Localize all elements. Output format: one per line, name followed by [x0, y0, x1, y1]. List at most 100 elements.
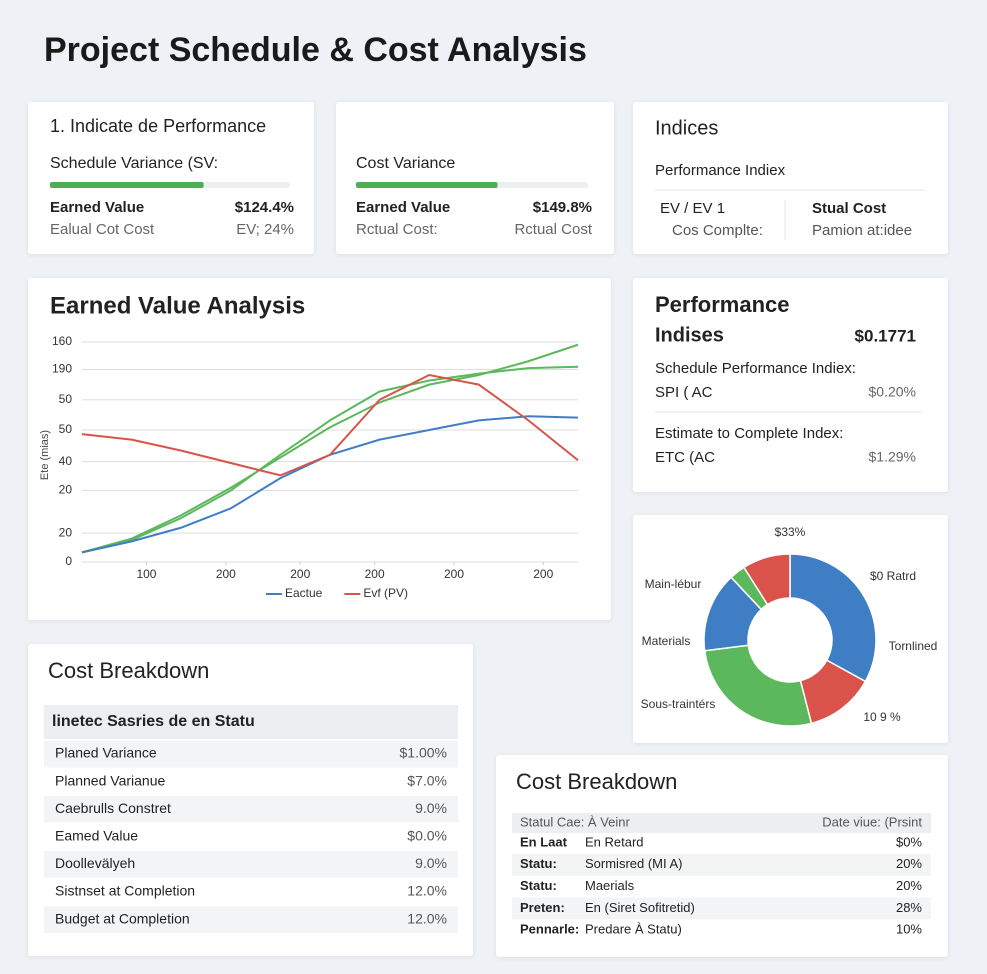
cell: Statu: — [520, 856, 557, 871]
card — [28, 102, 314, 254]
pie-slice — [742, 553, 791, 606]
x-tick-label: 200 — [365, 567, 385, 581]
row-value: $149.8% — [533, 199, 592, 216]
slice-label: Tornlined — [889, 639, 938, 653]
series-line — [81, 373, 579, 477]
index-label: Pamion at:idee — [812, 222, 912, 239]
card-title: Performance — [655, 292, 790, 317]
cell: Maerials — [585, 878, 635, 893]
row-bg — [44, 906, 458, 934]
cell: Sistnset at Completion — [55, 883, 195, 899]
row-value: EV; 24% — [236, 221, 294, 238]
cell: 10% — [896, 922, 922, 937]
performance-value: $0.1771 — [855, 326, 916, 345]
cell: En Retard — [585, 834, 644, 849]
cell: 12.0% — [407, 910, 447, 926]
row-bg — [512, 897, 931, 920]
row-bg — [44, 740, 458, 768]
row-label: Earned Value — [50, 199, 144, 216]
y-tick-label: 160 — [52, 334, 72, 348]
card — [633, 515, 948, 743]
annotation: 10 9 % — [863, 710, 901, 724]
x-tick-label: 200 — [290, 567, 310, 581]
page-title: Project Schedule & Cost Analysis — [44, 31, 587, 69]
metric-label: Schedule Variance (SV: — [50, 155, 218, 172]
slice-label: $0 Ratrd — [870, 569, 916, 583]
cell: Pennarle: — [520, 922, 579, 937]
cell: Sormisred (MI A) — [585, 856, 683, 871]
cell: 20% — [896, 878, 922, 893]
item-label: Estimate to Complete Index: — [655, 425, 843, 442]
cell: Eamed Value — [55, 828, 138, 844]
card — [28, 278, 611, 620]
y-tick-label: 50 — [59, 422, 73, 436]
cell: 12.0% — [407, 883, 447, 899]
slice-label: Materials — [642, 634, 691, 648]
value-label: $33% — [775, 525, 806, 539]
table-header-bg — [512, 813, 931, 833]
progress-bar — [356, 182, 498, 188]
card — [633, 102, 948, 254]
cell: Planed Variance — [55, 745, 157, 761]
cell: Statu: — [520, 878, 557, 893]
legend-label: Evf (PV) — [363, 586, 408, 600]
cell: En Laat — [520, 834, 568, 849]
item-key: ETC (AC — [655, 449, 715, 466]
y-tick-label: 40 — [59, 454, 73, 468]
cell: 9.0% — [415, 800, 447, 816]
card — [336, 102, 614, 254]
item-label: Schedule Performance Indiex: — [655, 360, 856, 377]
y-axis-label: Ete (mias) — [39, 430, 51, 480]
series-line — [81, 343, 579, 554]
card-title: Cost Breakdown — [516, 769, 677, 794]
row-label: Earned Value — [356, 199, 450, 216]
item-value: $0.20% — [869, 384, 916, 400]
card-title: Indices — [655, 117, 718, 139]
y-tick-label: 0 — [65, 554, 72, 568]
index-label: EV / EV 1 — [660, 200, 725, 217]
x-tick-label: 200 — [444, 567, 464, 581]
cell: Doollevälyeh — [55, 855, 135, 871]
cell: $1.00% — [400, 745, 447, 761]
row-label: Rctual Cost: — [356, 221, 438, 238]
table-header: Statul Cae: À Veinr — [520, 814, 631, 829]
pie-slice — [789, 553, 877, 683]
legend-label: Eactue — [285, 586, 323, 600]
cell: $0.0% — [407, 828, 447, 844]
y-tick-label: 190 — [52, 362, 72, 376]
cell: Budget at Completion — [55, 910, 190, 926]
x-tick-label: 200 — [533, 567, 553, 581]
table-header: linetec Sasries de en Statu — [52, 713, 255, 730]
cell: 28% — [896, 900, 922, 915]
card-title: 1. Indicate de Performance — [50, 116, 266, 136]
cell: $0% — [896, 834, 922, 849]
slice-label: Main-lébur — [645, 577, 702, 591]
row-bg — [44, 795, 458, 823]
index-label: Cos Complte: — [672, 222, 763, 239]
cell: 9.0% — [415, 855, 447, 871]
row-value: Rctual Cost — [514, 221, 592, 238]
x-tick-label: 200 — [216, 567, 236, 581]
card-title: Indises — [655, 324, 724, 346]
card — [633, 278, 948, 492]
series-line — [81, 365, 579, 554]
x-tick-label: 100 — [136, 567, 156, 581]
pie-slice — [703, 644, 813, 727]
progress-bar — [50, 182, 204, 188]
index-label: Stual Cost — [812, 200, 886, 217]
row-value: $124.4% — [235, 199, 294, 216]
table-header-bg — [44, 705, 458, 739]
metric-label: Cost Variance — [356, 155, 455, 172]
item-value: $1.29% — [869, 449, 916, 465]
y-tick-label: 20 — [59, 525, 73, 539]
table-header: Date viue: (Prsint — [822, 814, 922, 829]
cell: Predare À Statu) — [585, 922, 682, 937]
row-bg — [44, 850, 458, 878]
row-label: Ealual Cot Cost — [50, 221, 155, 238]
item-key: SPI ( AC — [655, 384, 713, 401]
row-bg — [512, 853, 931, 876]
cell: Preten: — [520, 900, 565, 915]
y-tick-label: 50 — [59, 392, 73, 406]
slice-label: Sous-traintérs — [641, 697, 716, 711]
